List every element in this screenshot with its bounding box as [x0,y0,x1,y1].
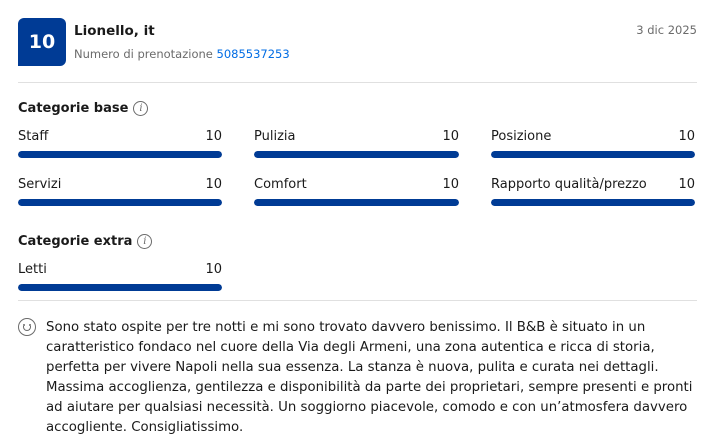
score-bar [491,199,695,206]
reviewer-name: Lionello, it [74,23,155,39]
booking-number-link[interactable]: 5085537253 [216,47,290,61]
category-score: 10 [205,262,222,277]
score-bar [254,151,459,158]
score-bar [18,284,222,291]
category-label: Comfort [254,177,307,192]
review-text: Sono stato ospite per tre notti e mi son… [46,320,693,435]
smile-icon [18,318,36,336]
base-categories-heading: Categorie base i [18,101,149,116]
category-score: 10 [678,129,695,144]
score-bar-fill [254,151,459,158]
divider [18,300,697,301]
booking-label: Numero di prenotazione [74,47,213,61]
score-bar-fill [18,284,222,291]
score-bar [18,199,222,206]
category-label: Servizi [18,177,62,192]
category-score: 10 [205,177,222,192]
divider [18,82,697,83]
extra-categories-title: Categorie extra [18,234,133,249]
info-icon[interactable]: i [133,101,149,116]
category-label: Posizione [491,129,552,144]
category-label: Staff [18,129,49,144]
category-score: 10 [205,129,222,144]
review-date: 3 dic 2025 [636,23,697,37]
category-label: Letti [18,262,47,277]
score-bar [18,151,222,158]
category-rapporto-qualita-prezzo: Rapporto qualità/prezzo 10 [491,177,695,206]
category-posizione: Posizione 10 [491,129,695,158]
score-bar-fill [491,199,695,206]
score-bar-fill [491,151,695,158]
extra-categories-heading: Categorie extra i [18,234,153,249]
category-score: 10 [442,177,459,192]
booking-number: Numero di prenotazione 5085537253 [74,47,290,61]
score-bar-fill [18,199,222,206]
category-label: Pulizia [254,129,296,144]
score-bar [491,151,695,158]
category-comfort: Comfort 10 [254,177,459,206]
category-servizi: Servizi 10 [18,177,222,206]
category-label: Rapporto qualità/prezzo [491,177,647,192]
category-score: 10 [678,177,695,192]
category-letti: Letti 10 [18,262,222,291]
info-icon[interactable]: i [137,234,153,249]
base-categories-title: Categorie base [18,101,129,116]
score-bar-fill [18,151,222,158]
score-bar-fill [254,199,459,206]
score-bar [254,199,459,206]
category-pulizia: Pulizia 10 [254,129,459,158]
category-score: 10 [442,129,459,144]
category-staff: Staff 10 [18,129,222,158]
score-badge: 10 [18,18,66,66]
